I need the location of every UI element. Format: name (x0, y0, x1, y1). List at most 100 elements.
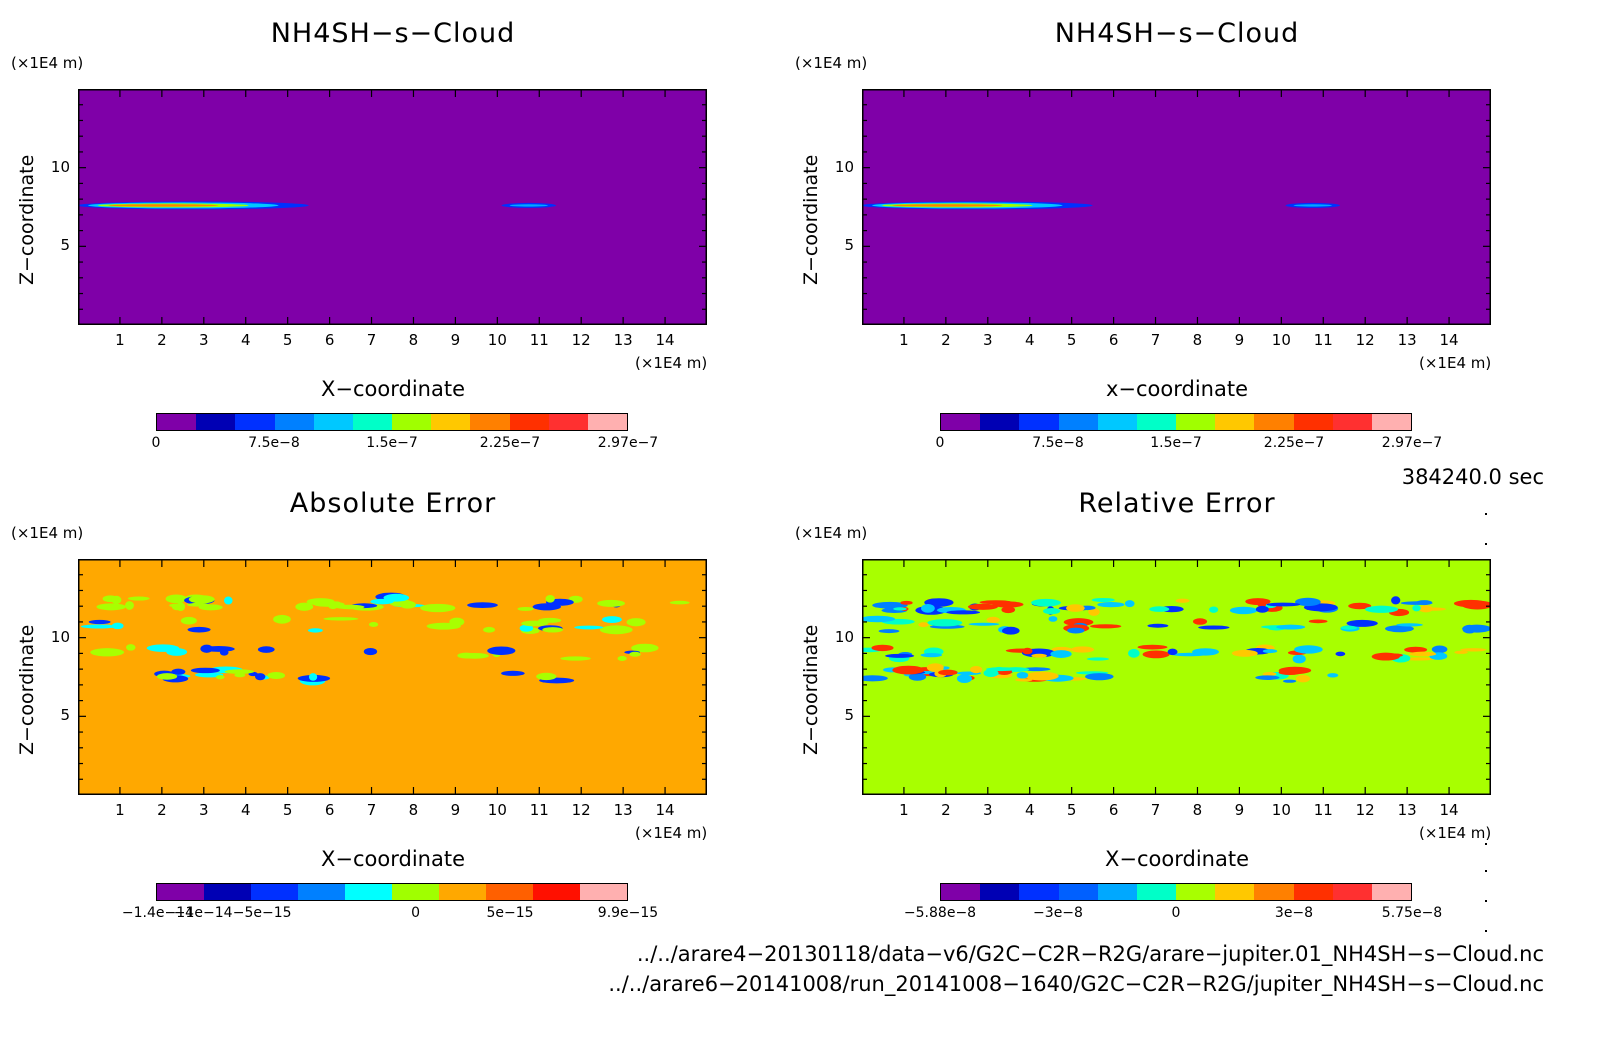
error-blob (1400, 601, 1433, 605)
error-blob (521, 620, 549, 627)
error-blob (517, 606, 534, 611)
colorbar-swatch (1019, 414, 1059, 430)
error-blob (1348, 602, 1372, 610)
cloud-feature (1293, 204, 1333, 207)
x-tick-label: 3 (199, 331, 209, 349)
error-blob (878, 629, 900, 634)
error-blob (111, 622, 124, 630)
plot-area (862, 559, 1491, 795)
colorbar-swatch (298, 884, 345, 900)
x-tick-label: 7 (366, 801, 377, 819)
error-blob (255, 673, 266, 681)
colorbar-swatch (533, 884, 580, 900)
error-blob (1002, 626, 1020, 635)
error-blob (306, 598, 335, 606)
error-blob (1454, 650, 1468, 654)
x-tick-label: 11 (529, 331, 549, 349)
colorbar-swatch (1332, 414, 1372, 430)
error-blob (1124, 600, 1135, 608)
colorbar-swatch (251, 884, 298, 900)
error-blob (1128, 648, 1140, 658)
error-blob (920, 653, 943, 658)
error-blob (1396, 623, 1423, 627)
error-blob (190, 667, 220, 674)
x-tick-label: 10 (487, 331, 507, 349)
colorbar (940, 413, 1412, 431)
error-blob (420, 603, 456, 613)
error-blob (125, 601, 134, 610)
colorbar-tick-label: 0 (935, 435, 945, 451)
colorbar-tick-label: 5e−15 (486, 905, 534, 921)
error-blob (1016, 671, 1029, 679)
error-blob (125, 644, 136, 651)
x-tick-label: 5 (282, 801, 293, 819)
error-blob (542, 627, 564, 633)
error-blob (1423, 607, 1446, 611)
error-blob (885, 653, 915, 658)
x-tick-label: 14 (1439, 801, 1459, 819)
colorbar-swatch (196, 414, 236, 430)
error-blob (1308, 619, 1328, 624)
footer-file-1: ../../arare4−20130118/data−v6/G2C−C2R−R2… (636, 942, 1544, 966)
x-tick-label: 2 (157, 331, 167, 349)
x-tick-label: 1 (115, 801, 125, 819)
error-blob (215, 675, 225, 680)
error-blob (219, 649, 229, 656)
dot-marker (1485, 900, 1487, 902)
error-blob (1461, 600, 1491, 610)
y-tick-label: 10 (834, 157, 854, 176)
error-blob (483, 626, 496, 633)
error-blob (1088, 607, 1100, 616)
error-blob (626, 618, 646, 627)
error-blob (1048, 616, 1058, 622)
error-blob (323, 617, 359, 621)
y-unit-label: (×1E4 m) (795, 524, 868, 542)
error-blob (892, 665, 925, 675)
x-axis-label: X−coordinate (1105, 847, 1249, 871)
x-tick-label: 5 (1066, 801, 1077, 819)
colorbar-swatch (941, 884, 981, 900)
colorbar-swatch (439, 884, 486, 900)
error-blob (599, 625, 633, 635)
cloud-feature (509, 204, 549, 207)
x-tick-label: 10 (487, 801, 507, 819)
error-blob (986, 616, 1000, 623)
dot-marker (1485, 513, 1487, 515)
colorbar-tick-label: 3e−8 (1274, 905, 1314, 921)
heatmap-background (862, 559, 1491, 795)
x-tick-label: 6 (324, 331, 335, 349)
colorbar-swatch (1254, 414, 1294, 430)
error-blob (1050, 650, 1072, 658)
error-blob (918, 622, 929, 628)
error-blob (946, 610, 981, 615)
error-blob (1462, 624, 1491, 633)
error-blob (195, 672, 224, 678)
error-blob (602, 616, 622, 623)
error-blob (1380, 653, 1403, 658)
error-blob (198, 604, 223, 611)
cloud-feature (108, 204, 219, 207)
chart-panel-4: Relative Error (×1E4 m) (×1E4 m) X−coordina… (784, 470, 1568, 940)
colorbar-swatch (352, 414, 393, 430)
panel-title: NH4SH−s−Cloud (1054, 18, 1300, 49)
colorbar-swatch (1215, 884, 1255, 900)
error-blob (1090, 624, 1122, 629)
colorbar-tick-label: 1.5e−7 (1150, 435, 1202, 451)
x-tick-label: 1 (115, 331, 125, 349)
colorbar-swatch (1332, 884, 1372, 900)
error-blob (1149, 606, 1170, 612)
y-tick-label: 5 (844, 706, 854, 725)
error-blob (308, 673, 318, 681)
error-blob (1031, 598, 1061, 607)
x-unit-label: (×1E4 m) (635, 354, 708, 372)
colorbar-swatch (980, 884, 1020, 900)
error-blob (1460, 648, 1487, 652)
error-blob (487, 646, 516, 655)
error-blob (927, 619, 963, 627)
error-blob (1276, 624, 1306, 630)
cloud-feature (892, 204, 1003, 207)
error-blob (629, 651, 641, 657)
x-unit-label: (×1E4 m) (635, 824, 708, 842)
error-blob (295, 602, 314, 611)
error-blob (1147, 623, 1169, 628)
